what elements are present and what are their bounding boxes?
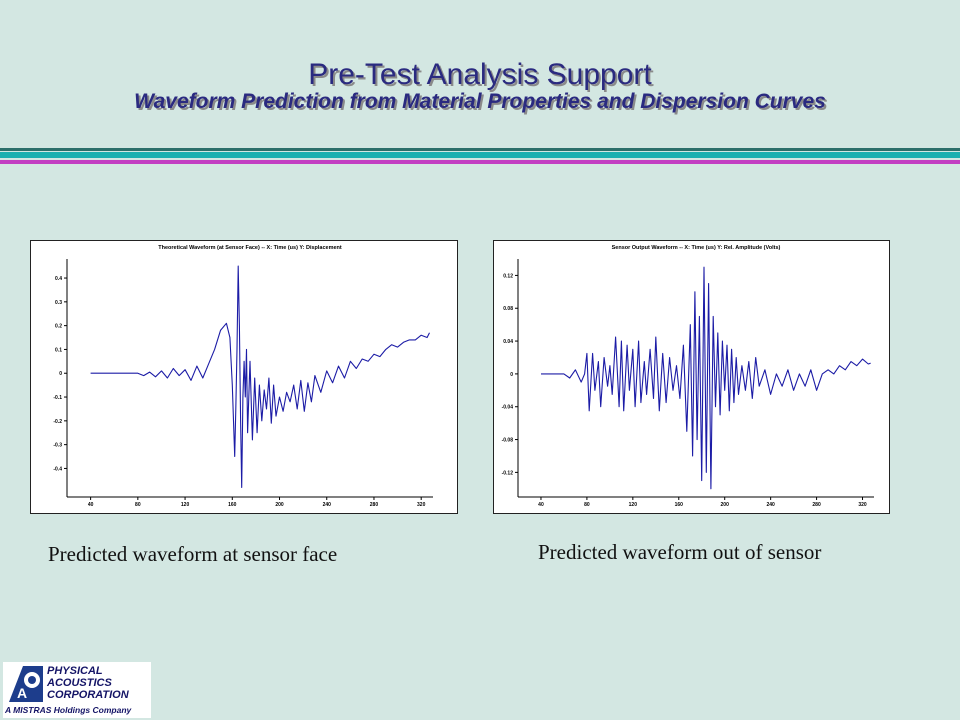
y-tick-label: -0.4: [53, 466, 62, 472]
slide-subtitle: Waveform Prediction from Material Proper…: [134, 90, 826, 113]
slide-title: Pre-Test Analysis Support: [308, 58, 652, 91]
logo-line-3: CORPORATION: [47, 689, 129, 701]
logo-mark-letter: A: [17, 685, 27, 701]
pac-logo-icon: A: [9, 666, 43, 702]
y-tick-label: 0.3: [55, 300, 62, 306]
x-tick-label: 320: [858, 502, 867, 508]
caption-sensor-face: Predicted waveform at sensor face: [48, 542, 338, 566]
y-tick-label: -0.08: [502, 438, 514, 444]
caption-sensor-output: Predicted waveform out of sensor: [538, 540, 822, 564]
header-rule-magenta: [0, 160, 960, 164]
x-tick-label: 120: [629, 502, 638, 508]
y-tick-label: 0.12: [503, 273, 513, 279]
y-tick-label: 0.2: [55, 324, 62, 330]
logo-line-2: ACOUSTICS: [47, 677, 112, 689]
x-tick-label: 120: [181, 502, 190, 508]
x-tick-label: 40: [538, 502, 544, 508]
chart-title: Theoretical Waveform (at Sensor Face) --…: [158, 245, 342, 251]
chart-title: Sensor Output Waveform -- X: Time (us) Y…: [612, 245, 781, 251]
y-tick-label: -0.12: [502, 470, 514, 476]
y-tick-label: 0.1: [55, 347, 62, 353]
chart-sensor-face: Theoretical Waveform (at Sensor Face) --…: [30, 240, 458, 514]
y-tick-label: 0: [510, 372, 513, 378]
y-tick-label: -0.3: [53, 443, 62, 449]
x-tick-label: 200: [721, 502, 730, 508]
header-rule-teal: [0, 152, 960, 158]
x-tick-label: 80: [135, 502, 141, 508]
x-tick-label: 280: [370, 502, 379, 508]
x-tick-label: 160: [228, 502, 237, 508]
x-tick-label: 280: [812, 502, 821, 508]
logo-line-1: PHYSICAL: [47, 665, 103, 677]
y-tick-label: 0: [59, 371, 62, 377]
x-tick-label: 240: [766, 502, 775, 508]
x-tick-label: 80: [584, 502, 590, 508]
x-tick-label: 240: [323, 502, 332, 508]
chart-sensor-output-svg: Sensor Output Waveform -- X: Time (us) Y…: [502, 245, 874, 508]
y-tick-label: -0.04: [502, 405, 514, 411]
y-tick-label: -0.1: [53, 395, 62, 401]
company-logo: A PHYSICAL ACOUSTICS CORPORATION A MISTR…: [3, 662, 151, 718]
y-tick-label: 0.08: [503, 306, 513, 312]
header-rule-dark: [0, 148, 960, 151]
chart-sensor-output: Sensor Output Waveform -- X: Time (us) Y…: [493, 240, 890, 514]
x-tick-label: 320: [417, 502, 426, 508]
waveform-series-line: [541, 266, 871, 490]
waveform-series-line: [90, 265, 430, 489]
logo-tagline: A MISTRAS Holdings Company: [5, 705, 132, 715]
x-tick-label: 200: [275, 502, 284, 508]
y-tick-label: -0.2: [53, 419, 62, 425]
chart-sensor-face-svg: Theoretical Waveform (at Sensor Face) --…: [53, 245, 433, 508]
x-tick-label: 160: [675, 502, 684, 508]
y-tick-label: 0.04: [503, 339, 513, 345]
y-tick-label: 0.4: [55, 276, 62, 282]
x-tick-label: 40: [88, 502, 94, 508]
